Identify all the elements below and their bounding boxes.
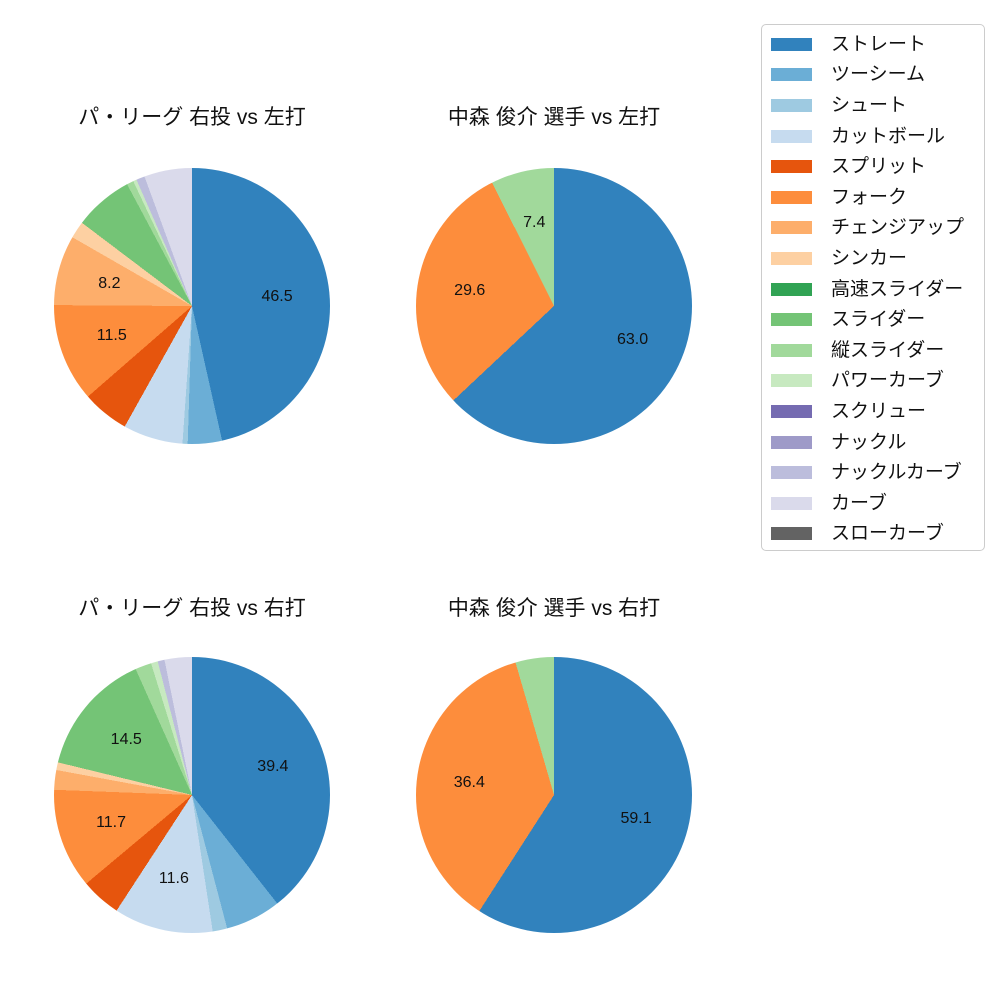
legend-swatch-icon	[771, 190, 812, 204]
legend-label: 縦スライダー	[831, 339, 945, 361]
legend-swatch-icon	[771, 527, 812, 541]
legend-item-カーブ: カーブ	[762, 488, 984, 519]
pie-percent-label-フォーク: 36.4	[453, 773, 485, 791]
legend-label: ストレート	[831, 33, 927, 55]
pie-chart-pa-right-vs-lhb: 46.5 11.5 8.2	[54, 168, 330, 444]
legend-label: シンカー	[831, 247, 908, 269]
pie-percent-label-縦スライダー: 7.4	[523, 213, 546, 231]
legend-item-スライダー: スライダー	[762, 304, 984, 335]
legend-label: ナックル	[831, 431, 907, 453]
legend-swatch-icon	[771, 251, 812, 265]
legend-item-スクリュー: スクリュー	[762, 396, 984, 427]
legend-item-シュート: シュート	[762, 90, 984, 121]
legend-swatch-icon	[771, 313, 812, 327]
chart-title-nakamori-vs-lhb: 中森 俊介 選手 vs 左打	[447, 106, 661, 129]
legend-item-ナックル: ナックル	[762, 427, 984, 458]
pie-percent-label-ストレート: 39.4	[257, 758, 289, 776]
legend-swatch-icon	[771, 221, 812, 235]
legend-label: フォーク	[831, 186, 908, 208]
legend-label: 高速スライダー	[831, 278, 964, 300]
pie-chart-pa-right-vs-rhb: 39.4 11.6 11.7 14.5	[54, 657, 330, 933]
chart-title-pa-right-vs-lhb: パ・リーグ 右投 vs 左打	[78, 106, 306, 129]
pie-percent-label-カットボール: 11.6	[158, 869, 189, 887]
pie-percent-label-ストレート: 46.5	[261, 287, 293, 305]
legend-swatch-icon	[771, 496, 812, 510]
legend-label: カーブ	[831, 492, 887, 514]
pie-percent-label-フォーク: 11.7	[96, 813, 127, 831]
legend-item-スプリット: スプリット	[762, 151, 984, 182]
pie-percent-label-チェンジアップ: 8.2	[98, 274, 121, 292]
legend-swatch-icon	[771, 466, 812, 480]
legend-swatch-icon	[771, 37, 812, 51]
pie-percent-label-スライダー: 14.5	[110, 731, 142, 749]
legend-item-フォーク: フォーク	[762, 182, 984, 213]
legend-swatch-icon	[771, 282, 812, 296]
legend-label: スプリット	[831, 156, 927, 178]
pie-percent-label-ストレート: 59.1	[620, 810, 652, 828]
legend-item-ツーシーム: ツーシーム	[762, 60, 984, 91]
legend-label: カットボール	[831, 125, 946, 147]
legend-label: スライダー	[831, 309, 926, 331]
pie-chart-nakamori-vs-lhb: 63.0 29.6 7.4	[416, 168, 692, 444]
pitch-type-legend: ストレートツーシームシュートカットボール スプリットフォークチェンジアップ シンカー…	[761, 24, 985, 551]
legend-swatch-icon	[771, 435, 812, 449]
legend-label: ナックルカーブ	[831, 462, 962, 484]
pie-percent-label-フォーク: 11.5	[96, 326, 127, 344]
pie-percent-label-フォーク: 29.6	[454, 282, 486, 300]
legend-swatch-icon	[771, 98, 812, 112]
legend-item-シンカー: シンカー	[762, 243, 984, 274]
legend-swatch-icon	[771, 343, 812, 357]
chart-title-nakamori-vs-rhb: 中森 俊介 選手 vs 右打	[447, 597, 661, 620]
legend-item-高速スライダー: 高速スライダー	[762, 274, 984, 305]
legend-label: パワーカーブ	[831, 370, 944, 392]
legend-swatch-icon	[771, 160, 812, 174]
legend-swatch-icon	[771, 129, 812, 143]
legend-label: チェンジアップ	[831, 217, 965, 239]
legend-item-パワーカーブ: パワーカーブ	[762, 366, 984, 397]
legend-label: シュート	[831, 94, 908, 116]
legend-item-縦スライダー: 縦スライダー	[762, 335, 984, 366]
legend-item-ナックルカーブ: ナックルカーブ	[762, 457, 984, 488]
pie-chart-nakamori-vs-rhb: 59.1 36.4	[416, 657, 692, 933]
legend-item-ストレート: ストレート	[762, 29, 984, 60]
pie-percent-label-ストレート: 63.0	[616, 330, 649, 348]
legend-item-カットボール: カットボール	[762, 121, 984, 152]
legend-swatch-icon	[771, 374, 812, 388]
legend-label: スローカーブ	[831, 523, 944, 545]
legend-label: スクリュー	[831, 400, 927, 422]
legend-swatch-icon	[771, 404, 812, 418]
legend-swatch-icon	[771, 68, 812, 82]
legend-item-チェンジアップ: チェンジアップ	[762, 213, 984, 244]
legend-label: ツーシーム	[831, 64, 926, 86]
legend-item-スローカーブ: スローカーブ	[762, 519, 984, 550]
chart-title-pa-right-vs-rhb: パ・リーグ 右投 vs 右打	[78, 597, 306, 620]
